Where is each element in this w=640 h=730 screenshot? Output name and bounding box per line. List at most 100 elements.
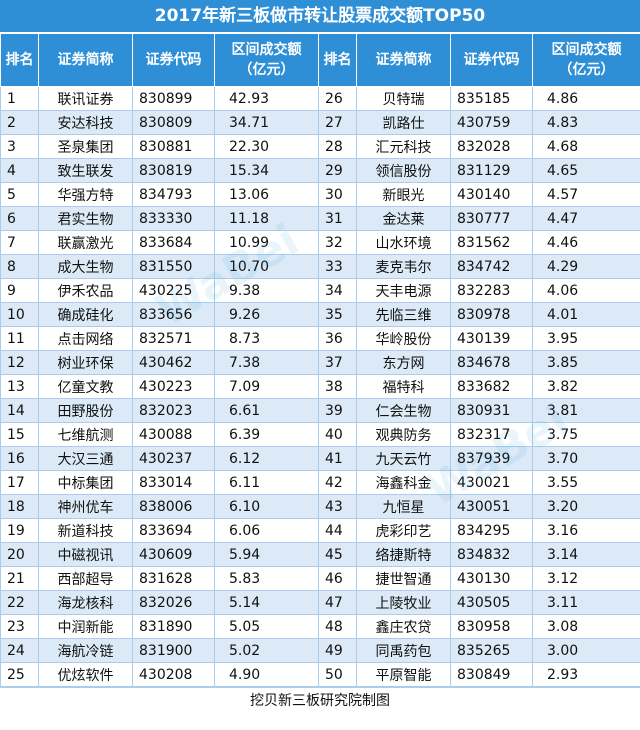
cell-name: 捷世智通 bbox=[356, 566, 451, 591]
cell-code: 834678 bbox=[450, 350, 533, 375]
cell-code: 833694 bbox=[132, 518, 215, 543]
cell-rank: 2 bbox=[0, 110, 39, 135]
table-row: 16 大汉三通 430237 6.12 41 九天云竹 837939 3.70 bbox=[0, 446, 640, 471]
cell-amount: 6.06 bbox=[214, 518, 319, 543]
cell-rank: 18 bbox=[0, 494, 39, 519]
cell-code: 833684 bbox=[132, 230, 215, 255]
cell-name: 七维航测 bbox=[38, 422, 133, 447]
cell-rank: 43 bbox=[318, 494, 357, 519]
table-row: 5 华强方特 834793 13.06 30 新眼光 430140 4.57 bbox=[0, 182, 640, 207]
cell-rank: 37 bbox=[318, 350, 357, 375]
cell-name: 上陵牧业 bbox=[356, 590, 451, 615]
cell-rank: 16 bbox=[0, 446, 39, 471]
table-row: 3 圣泉集团 830881 22.30 28 汇元科技 832028 4.68 bbox=[0, 134, 640, 159]
cell-amount: 10.99 bbox=[214, 230, 319, 255]
cell-amount: 4.01 bbox=[532, 302, 640, 327]
cell-rank: 19 bbox=[0, 518, 39, 543]
cell-code: 830899 bbox=[132, 86, 215, 111]
table-row: 10 确成硅化 833656 9.26 35 先临三维 830978 4.01 bbox=[0, 302, 640, 327]
cell-amount: 6.39 bbox=[214, 422, 319, 447]
cell-rank: 26 bbox=[318, 86, 357, 111]
cell-code: 430088 bbox=[132, 422, 215, 447]
cell-code: 830777 bbox=[450, 206, 533, 231]
cell-amount: 3.00 bbox=[532, 638, 640, 663]
cell-code: 831890 bbox=[132, 614, 215, 639]
cell-amount: 7.09 bbox=[214, 374, 319, 399]
cell-amount: 4.86 bbox=[532, 86, 640, 111]
cell-name: 海鑫科金 bbox=[356, 470, 451, 495]
cell-amount: 13.06 bbox=[214, 182, 319, 207]
cell-name: 同禹药包 bbox=[356, 638, 451, 663]
cell-code: 833330 bbox=[132, 206, 215, 231]
table-row: 7 联赢激光 833684 10.99 32 山水环境 831562 4.46 bbox=[0, 230, 640, 255]
cell-rank: 47 bbox=[318, 590, 357, 615]
table-body: 1 联讯证券 830899 42.93 26 贝特瑞 835185 4.86 2 安达科技 8308… bbox=[0, 86, 640, 687]
cell-name: 确成硅化 bbox=[38, 302, 133, 327]
cell-code: 832317 bbox=[450, 422, 533, 447]
cell-name: 优炫软件 bbox=[38, 662, 133, 687]
cell-code: 830978 bbox=[450, 302, 533, 327]
header-name-right: 证券简称 bbox=[356, 33, 451, 87]
table-row: 23 中润新能 831890 5.05 48 鑫庄农贷 830958 3.08 bbox=[0, 614, 640, 639]
cell-amount: 4.46 bbox=[532, 230, 640, 255]
cell-name: 凯路仕 bbox=[356, 110, 451, 135]
cell-rank: 29 bbox=[318, 158, 357, 183]
cell-name: 海龙核科 bbox=[38, 590, 133, 615]
ranking-table: 排名 证券简称 证券代码 区间成交额 （亿元） 排名 证券简称 证券代码 区间成… bbox=[0, 33, 640, 687]
cell-code: 834793 bbox=[132, 182, 215, 207]
cell-name: 中标集团 bbox=[38, 470, 133, 495]
cell-name: 安达科技 bbox=[38, 110, 133, 135]
cell-amount: 4.57 bbox=[532, 182, 640, 207]
cell-amount: 3.82 bbox=[532, 374, 640, 399]
cell-rank: 42 bbox=[318, 470, 357, 495]
cell-name: 虎彩印艺 bbox=[356, 518, 451, 543]
cell-code: 831628 bbox=[132, 566, 215, 591]
table-title: 2017年新三板做市转让股票成交额TOP50 bbox=[0, 0, 640, 33]
header-code: 证券代码 bbox=[132, 33, 215, 87]
cell-name: 络捷斯特 bbox=[356, 542, 451, 567]
cell-code: 833656 bbox=[132, 302, 215, 327]
cell-code: 833014 bbox=[132, 470, 215, 495]
cell-name: 先临三维 bbox=[356, 302, 451, 327]
cell-code: 430505 bbox=[450, 590, 533, 615]
cell-rank: 35 bbox=[318, 302, 357, 327]
cell-rank: 24 bbox=[0, 638, 39, 663]
cell-code: 832026 bbox=[132, 590, 215, 615]
cell-amount: 4.68 bbox=[532, 134, 640, 159]
cell-rank: 38 bbox=[318, 374, 357, 399]
cell-name: 中磁视讯 bbox=[38, 542, 133, 567]
cell-name: 中润新能 bbox=[38, 614, 133, 639]
table-row: 11 点击网络 832571 8.73 36 华岭股份 430139 3.95 bbox=[0, 326, 640, 351]
cell-code: 430237 bbox=[132, 446, 215, 471]
cell-code: 834832 bbox=[450, 542, 533, 567]
cell-code: 834742 bbox=[450, 254, 533, 279]
cell-rank: 20 bbox=[0, 542, 39, 567]
cell-amount: 5.02 bbox=[214, 638, 319, 663]
cell-rank: 13 bbox=[0, 374, 39, 399]
cell-name: 亿童文教 bbox=[38, 374, 133, 399]
cell-rank: 28 bbox=[318, 134, 357, 159]
cell-rank: 14 bbox=[0, 398, 39, 423]
cell-code: 831900 bbox=[132, 638, 215, 663]
cell-code: 830819 bbox=[132, 158, 215, 183]
table-row: 12 树业环保 430462 7.38 37 东方网 834678 3.85 bbox=[0, 350, 640, 375]
cell-code: 831129 bbox=[450, 158, 533, 183]
cell-name: 联讯证券 bbox=[38, 86, 133, 111]
cell-name: 华岭股份 bbox=[356, 326, 451, 351]
cell-amount: 6.12 bbox=[214, 446, 319, 471]
cell-amount: 3.14 bbox=[532, 542, 640, 567]
cell-amount: 4.83 bbox=[532, 110, 640, 135]
cell-rank: 21 bbox=[0, 566, 39, 591]
table-row: 22 海龙核科 832026 5.14 47 上陵牧业 430505 3.11 bbox=[0, 590, 640, 615]
cell-name: 金达莱 bbox=[356, 206, 451, 231]
cell-name: 麦克韦尔 bbox=[356, 254, 451, 279]
table-row: 15 七维航测 430088 6.39 40 观典防务 832317 3.75 bbox=[0, 422, 640, 447]
cell-rank: 49 bbox=[318, 638, 357, 663]
cell-name: 致生联发 bbox=[38, 158, 133, 183]
cell-code: 430609 bbox=[132, 542, 215, 567]
cell-name: 田野股份 bbox=[38, 398, 133, 423]
table-row: 17 中标集团 833014 6.11 42 海鑫科金 430021 3.55 bbox=[0, 470, 640, 495]
cell-code: 833682 bbox=[450, 374, 533, 399]
cell-rank: 10 bbox=[0, 302, 39, 327]
cell-amount: 3.95 bbox=[532, 326, 640, 351]
